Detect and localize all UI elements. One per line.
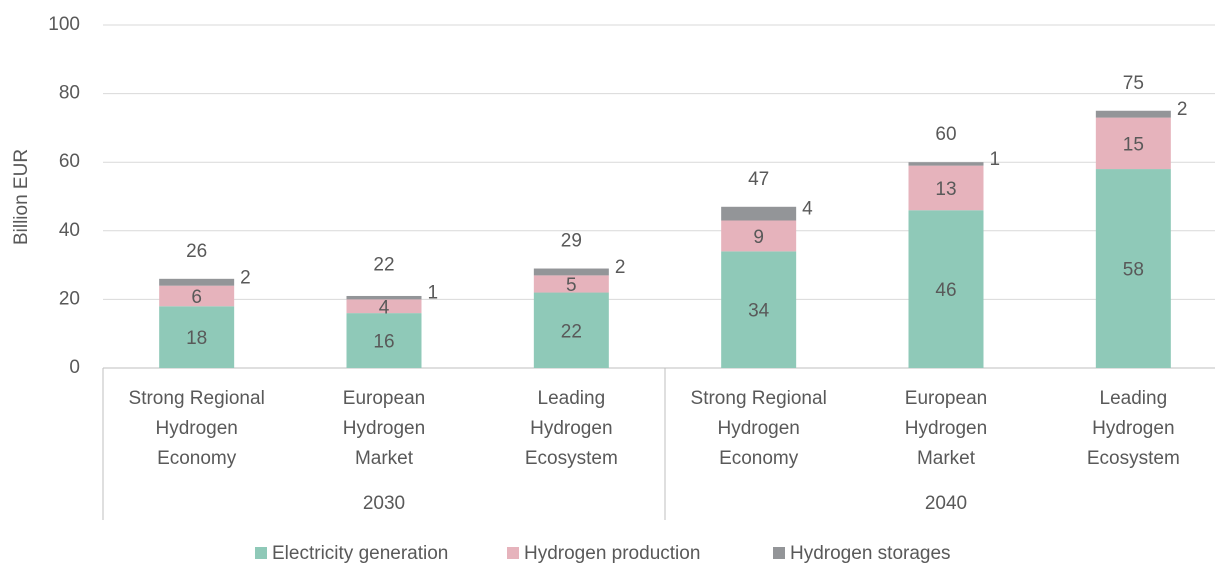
- total-label: 22: [373, 255, 394, 276]
- bar-segment: [159, 306, 235, 368]
- bar-segment: [721, 220, 797, 252]
- data-label: 34: [748, 301, 770, 322]
- legend-swatch: [773, 547, 785, 559]
- data-label: 16: [373, 332, 394, 353]
- legend-swatch: [507, 547, 519, 559]
- bar-segment: [908, 210, 984, 368]
- bar-segment: [533, 292, 609, 368]
- x-tick-label: Ecosystem: [1087, 448, 1180, 469]
- legend-label: Hydrogen storages: [790, 543, 951, 564]
- legend-label: Hydrogen production: [524, 543, 700, 564]
- x-tick-label: Hydrogen: [343, 418, 425, 439]
- group-label: 2040: [925, 493, 967, 514]
- data-label: 4: [379, 297, 390, 318]
- legend-label: Electricity generation: [272, 543, 448, 564]
- bar-segment: [533, 268, 609, 276]
- bar-segment: [1095, 117, 1171, 170]
- y-tick-label: 100: [48, 14, 80, 35]
- y-tick-label: 20: [59, 288, 80, 309]
- y-axis-label: Billion EUR: [11, 149, 32, 245]
- x-tick-label: Hydrogen: [530, 418, 612, 439]
- bar-segment: [346, 313, 422, 368]
- x-tick-label: Strong Regional: [691, 388, 827, 409]
- y-tick-label: 60: [59, 151, 80, 172]
- data-label: 15: [1123, 134, 1144, 155]
- x-tick-label: European: [905, 388, 987, 409]
- bar-segment: [346, 295, 422, 300]
- x-tick-label: Economy: [719, 448, 799, 469]
- group-label: 2030: [363, 493, 405, 514]
- bar-segment: [721, 251, 797, 368]
- total-label: 29: [561, 231, 582, 252]
- bar-segment: [1095, 169, 1171, 368]
- bar-segment: [159, 285, 235, 307]
- total-label: 26: [186, 241, 207, 262]
- legend-swatch: [255, 547, 267, 559]
- data-label: 5: [566, 275, 577, 296]
- data-label: 1: [428, 283, 439, 304]
- data-label: 2: [1177, 99, 1188, 120]
- bar-segment: [908, 165, 984, 211]
- bar-segment: [159, 278, 235, 286]
- x-tick-label: Market: [917, 448, 976, 469]
- data-label: 4: [802, 199, 813, 220]
- x-tick-label: Leading: [1100, 388, 1168, 409]
- total-label: 75: [1123, 73, 1144, 94]
- y-tick-label: 80: [59, 83, 80, 104]
- data-label: 13: [935, 179, 956, 200]
- bar-segment: [908, 162, 984, 166]
- x-tick-label: Ecosystem: [525, 448, 618, 469]
- data-label: 6: [191, 287, 202, 308]
- data-label: 22: [561, 321, 582, 342]
- data-label: 2: [240, 267, 251, 288]
- x-tick-label: Hydrogen: [1092, 418, 1174, 439]
- data-label: 58: [1123, 260, 1144, 281]
- data-label: 18: [186, 328, 207, 349]
- x-tick-label: Hydrogen: [717, 418, 799, 439]
- total-label: 60: [935, 124, 956, 145]
- data-label: 46: [935, 280, 956, 301]
- total-label: 47: [748, 169, 769, 190]
- x-tick-label: Economy: [157, 448, 237, 469]
- x-tick-label: Market: [355, 448, 414, 469]
- bar-segment: [721, 206, 797, 221]
- bar-segment: [533, 275, 609, 293]
- y-tick-label: 0: [69, 357, 80, 378]
- data-label: 9: [753, 227, 764, 248]
- y-tick-label: 40: [59, 220, 80, 241]
- data-label: 2: [615, 257, 626, 278]
- data-label: 1: [990, 149, 1001, 170]
- bar-segment: [346, 299, 422, 314]
- x-tick-label: Hydrogen: [905, 418, 987, 439]
- x-tick-label: Strong Regional: [129, 388, 265, 409]
- bar-segment: [1095, 110, 1171, 118]
- x-tick-label: Leading: [538, 388, 606, 409]
- x-tick-label: Hydrogen: [155, 418, 237, 439]
- x-tick-label: European: [343, 388, 425, 409]
